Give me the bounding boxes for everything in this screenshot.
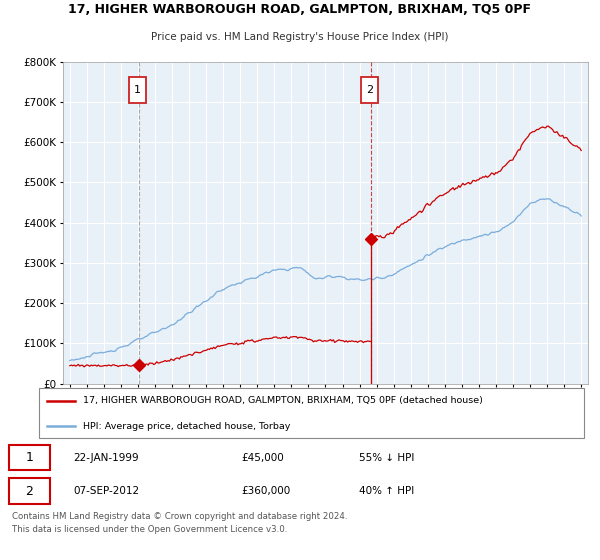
Text: 1: 1 bbox=[26, 451, 34, 464]
FancyBboxPatch shape bbox=[129, 77, 146, 103]
Text: 40% ↑ HPI: 40% ↑ HPI bbox=[359, 486, 414, 496]
Text: 2: 2 bbox=[366, 85, 373, 95]
Text: 22-JAN-1999: 22-JAN-1999 bbox=[74, 453, 139, 463]
Text: 17, HIGHER WARBOROUGH ROAD, GALMPTON, BRIXHAM, TQ5 0PF (detached house): 17, HIGHER WARBOROUGH ROAD, GALMPTON, BR… bbox=[83, 396, 483, 405]
Text: £360,000: £360,000 bbox=[241, 486, 290, 496]
Text: 1: 1 bbox=[134, 85, 141, 95]
FancyBboxPatch shape bbox=[361, 77, 378, 103]
Text: Price paid vs. HM Land Registry's House Price Index (HPI): Price paid vs. HM Land Registry's House … bbox=[151, 32, 449, 43]
FancyBboxPatch shape bbox=[9, 478, 50, 504]
FancyBboxPatch shape bbox=[39, 388, 584, 438]
Text: £45,000: £45,000 bbox=[241, 453, 284, 463]
FancyBboxPatch shape bbox=[9, 445, 50, 470]
Text: 17, HIGHER WARBOROUGH ROAD, GALMPTON, BRIXHAM, TQ5 0PF: 17, HIGHER WARBOROUGH ROAD, GALMPTON, BR… bbox=[68, 3, 532, 16]
Text: Contains HM Land Registry data © Crown copyright and database right 2024.
This d: Contains HM Land Registry data © Crown c… bbox=[12, 512, 347, 534]
Text: HPI: Average price, detached house, Torbay: HPI: Average price, detached house, Torb… bbox=[83, 422, 290, 431]
Text: 2: 2 bbox=[26, 484, 34, 498]
Text: 07-SEP-2012: 07-SEP-2012 bbox=[74, 486, 140, 496]
Text: 55% ↓ HPI: 55% ↓ HPI bbox=[359, 453, 414, 463]
